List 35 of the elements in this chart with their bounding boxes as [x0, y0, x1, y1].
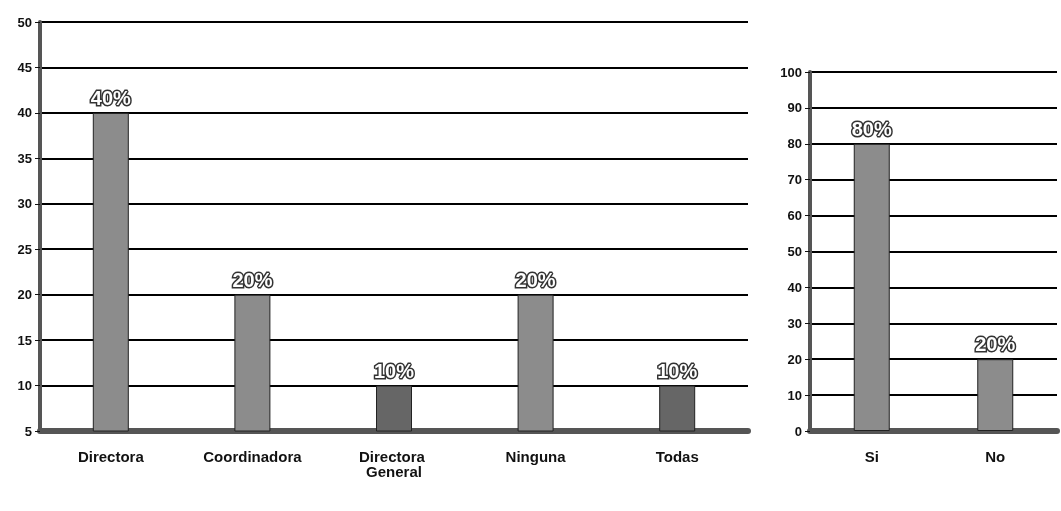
y-tick-label: 90 — [787, 100, 802, 116]
x-tick-label: No — [985, 448, 1006, 465]
x-tick-label: Directora General — [358, 448, 430, 480]
y-tick-label: 50 — [787, 244, 802, 259]
y-tick-label: 20 — [787, 351, 802, 367]
y-tick-label: 100 — [780, 64, 802, 80]
y-tick-label: 30 — [17, 196, 32, 212]
data-label: 20% — [232, 268, 273, 291]
y-tick-label: 70 — [787, 172, 802, 188]
y-tick-label: 80 — [787, 136, 802, 152]
y-tick-label: 45 — [17, 59, 32, 75]
x-tick-label: Todas — [655, 448, 699, 465]
data-label: 10% — [657, 359, 698, 382]
y-tick-label: 25 — [17, 241, 32, 257]
x-tick-label: Directora — [77, 448, 145, 465]
y-tick-label: 40 — [787, 279, 802, 295]
y-tick-label: 0 — [794, 423, 802, 439]
x-tick-label: Ninguna — [505, 448, 567, 465]
y-tick-label: 40 — [17, 105, 32, 121]
y-tick-label: 60 — [787, 208, 802, 224]
y-tick-label: 5 — [24, 423, 32, 439]
y-tick-label: 10 — [787, 387, 802, 403]
y-tick-label: 10 — [17, 378, 32, 394]
data-label: 20% — [975, 333, 1016, 356]
y-tick-label: 50 — [17, 14, 32, 30]
y-tick-label: 15 — [17, 332, 32, 348]
x-tick-label: Si — [864, 448, 879, 465]
data-label: 80% — [851, 117, 892, 140]
data-label: 20% — [515, 268, 556, 291]
y-tick-label: 20 — [17, 287, 32, 303]
x-tick-label: Coordinadora — [203, 448, 303, 465]
data-label: 40% — [90, 86, 132, 109]
data-label: 10% — [373, 359, 415, 382]
y-tick-label: 35 — [17, 150, 32, 166]
y-tick-label: 30 — [787, 315, 802, 331]
